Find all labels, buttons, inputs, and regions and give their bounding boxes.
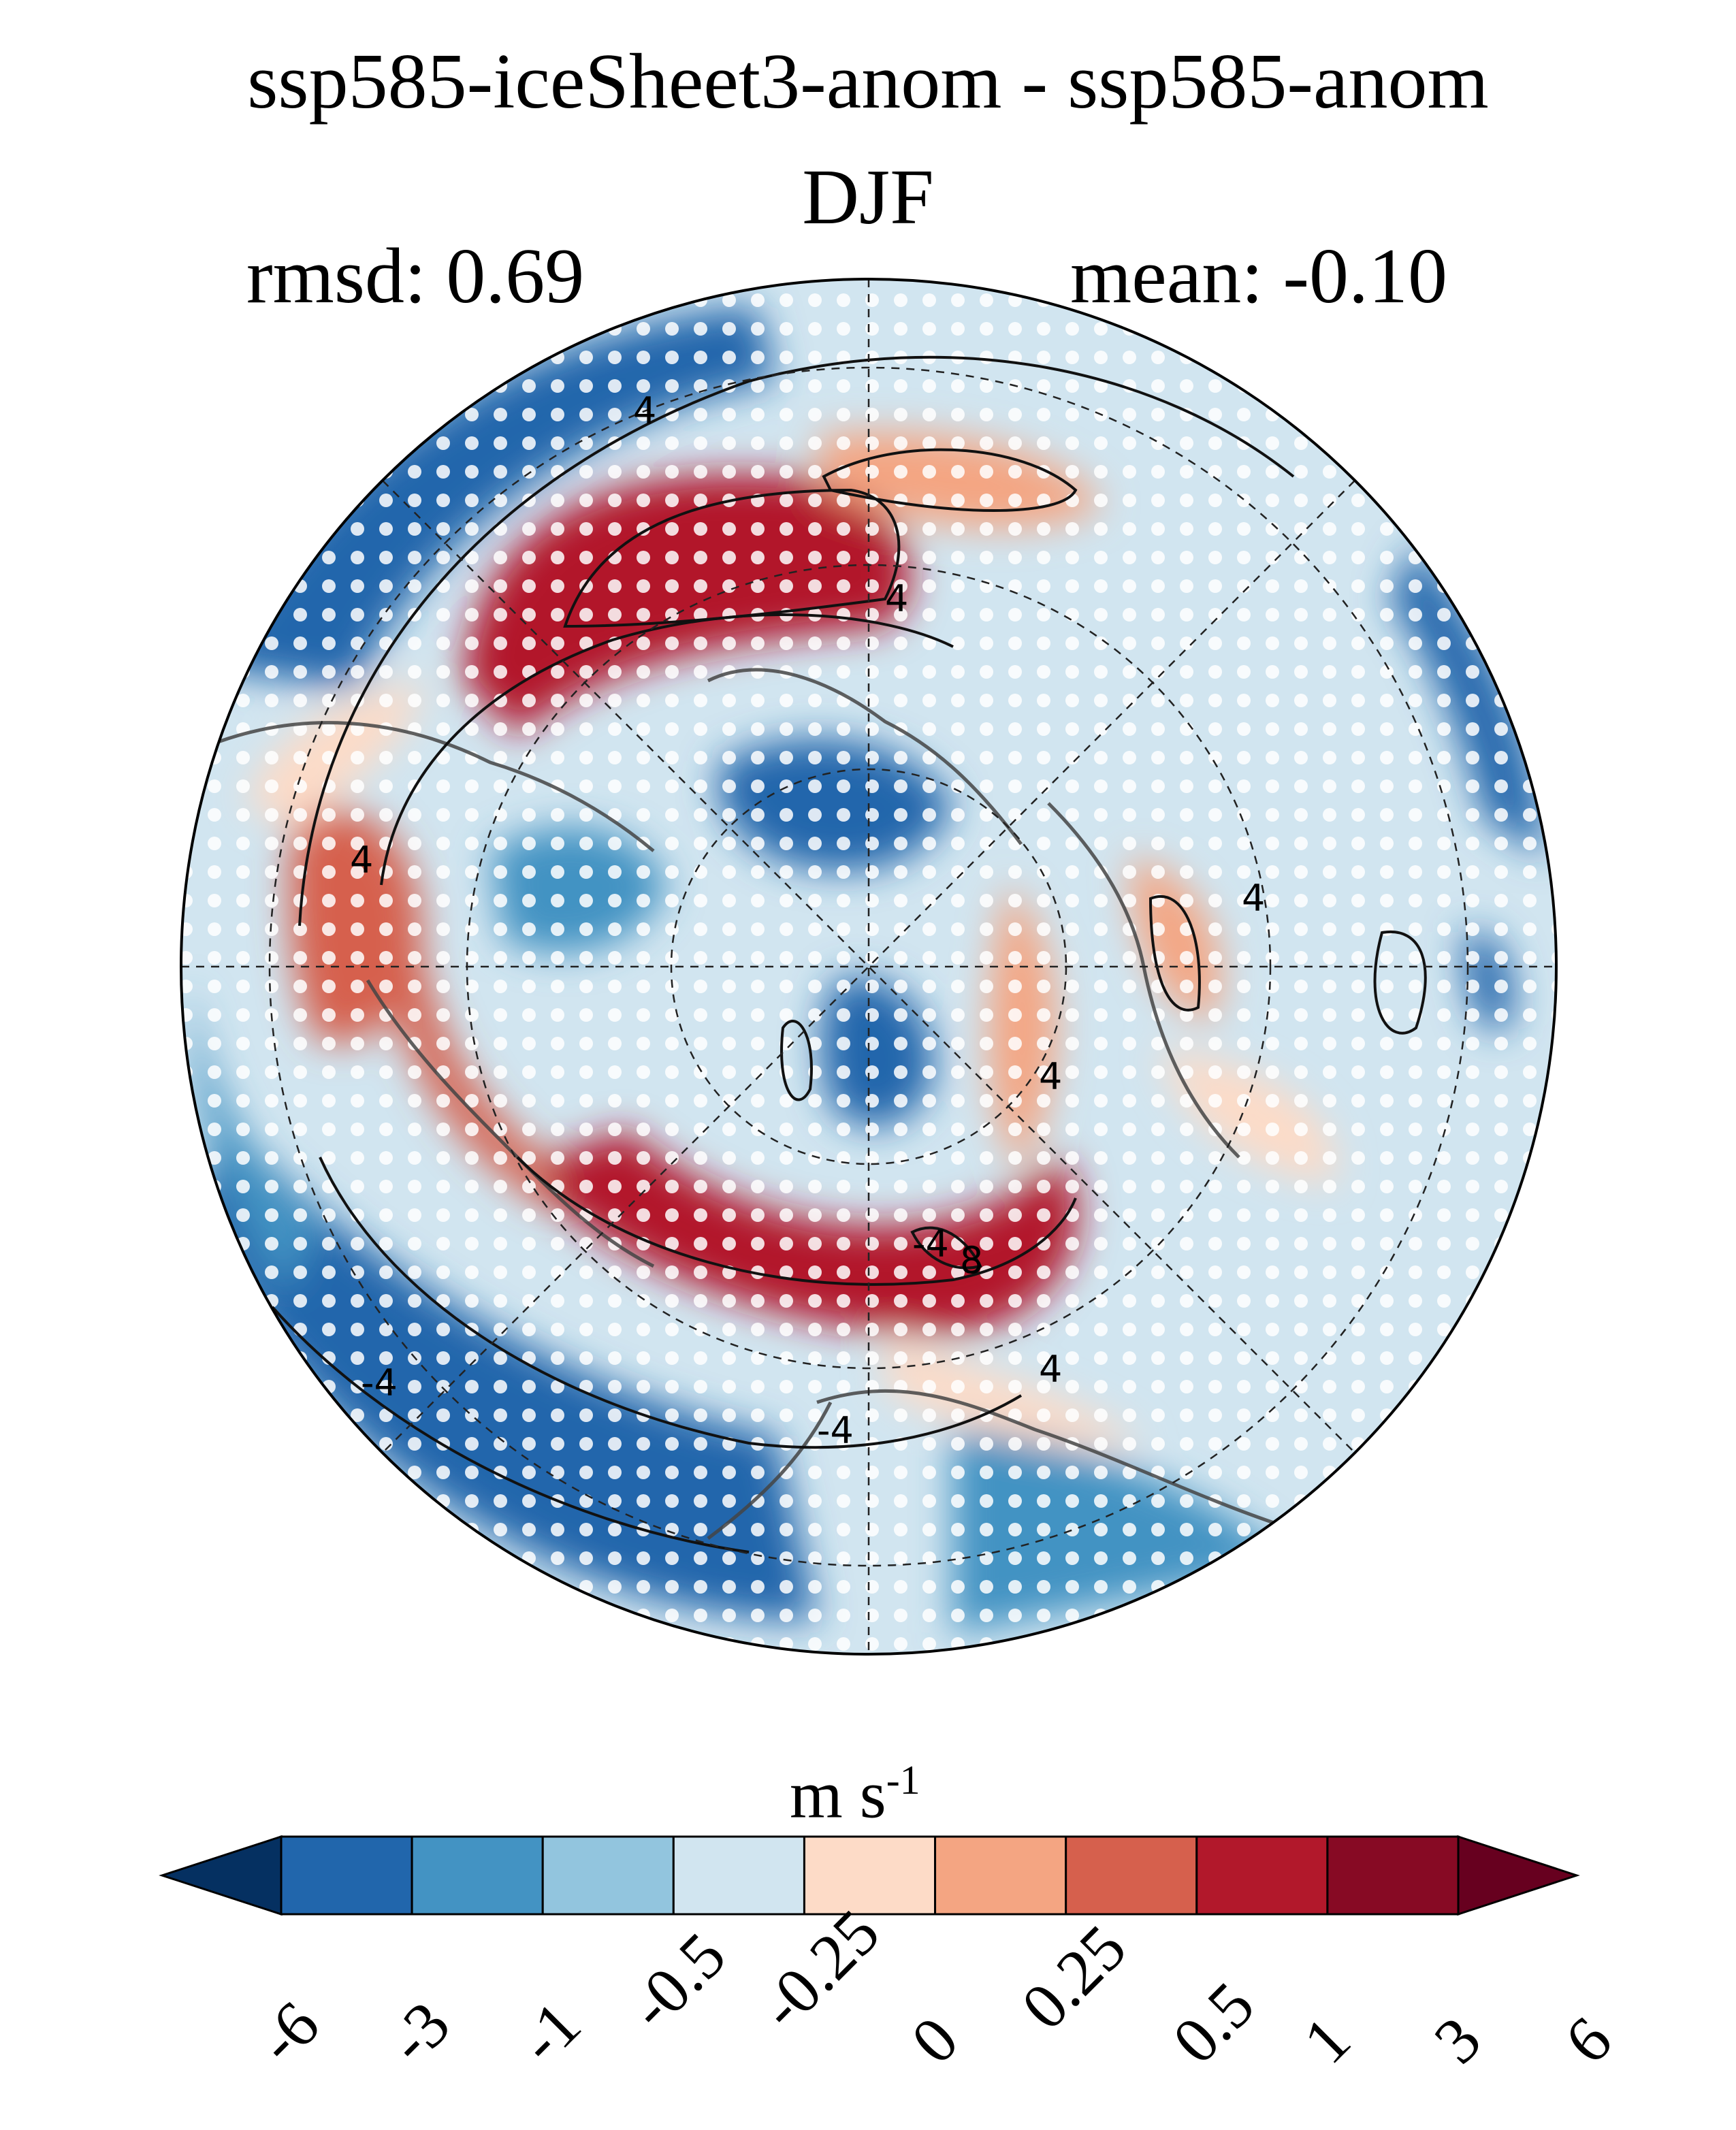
map-title: ssp585-iceSheet3-anom - ssp585-anom <box>247 38 1489 125</box>
colorbar-box <box>1065 1835 1198 1916</box>
colorbar <box>159 1835 1580 1916</box>
map-boundary <box>180 278 1558 1656</box>
mean-stat: mean: -0.10 <box>1070 233 1448 320</box>
contour-label: 4 <box>633 389 656 432</box>
colorbar-tick-label: -0.5 <box>615 1918 740 2044</box>
contour-line <box>910 1226 982 1270</box>
colorbar-box <box>411 1835 544 1916</box>
contour-line <box>319 1157 1023 1449</box>
coastline <box>816 1389 1281 1527</box>
coastline <box>217 721 655 852</box>
colorbar-box <box>803 1835 937 1916</box>
polar-map: 4 4 4 4 4 4 -4 -4 -4 8 <box>180 278 1558 1656</box>
contour-label: -4 <box>817 1409 854 1452</box>
colorbar-tick-label: -3 <box>373 1987 464 2078</box>
contour-line <box>780 1020 813 1101</box>
colorbar-units: m s-1 <box>790 1760 920 1828</box>
contour-line <box>380 613 954 886</box>
colorbar-box <box>1195 1835 1329 1916</box>
coastline <box>366 979 655 1268</box>
colorbar-tick-label: 0 <box>897 2002 971 2078</box>
latitude-circle <box>268 366 1469 1567</box>
contour-label: 8 <box>960 1239 983 1282</box>
contour-line <box>298 355 1295 926</box>
colorbar-box <box>541 1835 675 1916</box>
meridian-line <box>382 480 1355 1453</box>
contour-label: 4 <box>885 577 908 620</box>
contour-line <box>271 1306 750 1553</box>
contour-label: 4 <box>1039 1055 1062 1098</box>
units-exponent: -1 <box>886 1758 920 1803</box>
colorbar-tick-label: 6 <box>1550 2002 1626 2078</box>
contour-label: 4 <box>350 839 373 882</box>
colorbar-box <box>672 1835 805 1916</box>
colorbar-tick-label: 3 <box>1419 2002 1495 2078</box>
contour-line <box>1148 895 1201 1012</box>
meridian-line <box>382 480 1355 1453</box>
colorbar-tick-label: 0.5 <box>1158 1967 1268 2078</box>
season-label: DJF <box>802 154 934 241</box>
colorbar-tick-label: 1 <box>1289 2002 1364 2078</box>
colorbar-left-arrow <box>159 1835 283 1916</box>
colorbar-box <box>934 1835 1067 1916</box>
coastline <box>707 668 1023 845</box>
coastline <box>707 1401 833 1540</box>
contour-label: 4 <box>1039 1348 1062 1391</box>
contour-label: 4 <box>1242 877 1265 920</box>
colorbar-box <box>1326 1835 1460 1916</box>
contour-line <box>822 448 1078 512</box>
colorbar-box <box>280 1835 413 1916</box>
units-base: m s <box>790 1756 886 1833</box>
contour-label: -4 <box>912 1223 949 1265</box>
colorbar-tick-label: -1 <box>504 1987 595 2078</box>
colorbar-tick-label: -6 <box>242 1987 333 2078</box>
contour-label: -4 <box>361 1361 398 1404</box>
contour-line <box>1373 930 1427 1035</box>
colorbar-right-arrow <box>1457 1835 1580 1916</box>
rmsd-stat: rmsd: 0.69 <box>246 233 585 320</box>
